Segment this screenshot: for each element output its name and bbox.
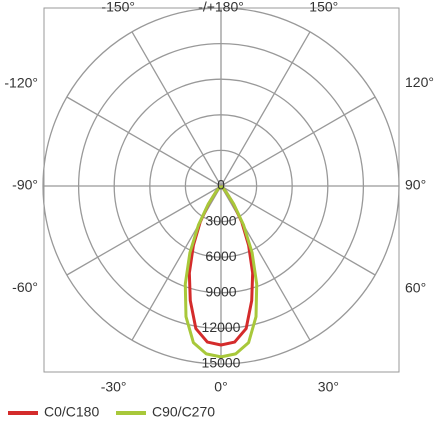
spoke	[131, 31, 222, 187]
legend-label: C90/C270	[152, 404, 215, 420]
angle-label: 90°	[405, 177, 426, 193]
r-tick-label: 9000	[205, 284, 236, 300]
spoke	[66, 185, 222, 276]
angle-label: -150°	[101, 0, 135, 15]
angle-label: 150°	[309, 0, 338, 15]
r-tick-label: 12000	[202, 319, 241, 335]
spoke	[220, 31, 311, 187]
angle-label: -60°	[12, 279, 38, 295]
angle-label: -120°	[4, 75, 38, 91]
spoke	[220, 185, 376, 276]
angle-label: 0°	[214, 379, 227, 395]
r-tick-label: 6000	[205, 248, 236, 264]
spoke	[66, 96, 222, 187]
spoke	[220, 96, 376, 187]
angle-label: 120°	[405, 74, 434, 90]
r-tick-label: 3000	[205, 212, 236, 228]
angle-label: -30°	[101, 379, 127, 395]
intensity-curve	[183, 184, 259, 359]
legend-label: C0/C180	[44, 404, 99, 420]
angle-label: 30°	[318, 379, 339, 395]
angle-label: -/+180°	[198, 0, 244, 15]
r-tick-label: 15000	[202, 355, 241, 371]
r-tick-label: 0	[217, 177, 225, 193]
angle-label: -90°	[12, 177, 38, 193]
angle-label: 60°	[405, 279, 426, 295]
